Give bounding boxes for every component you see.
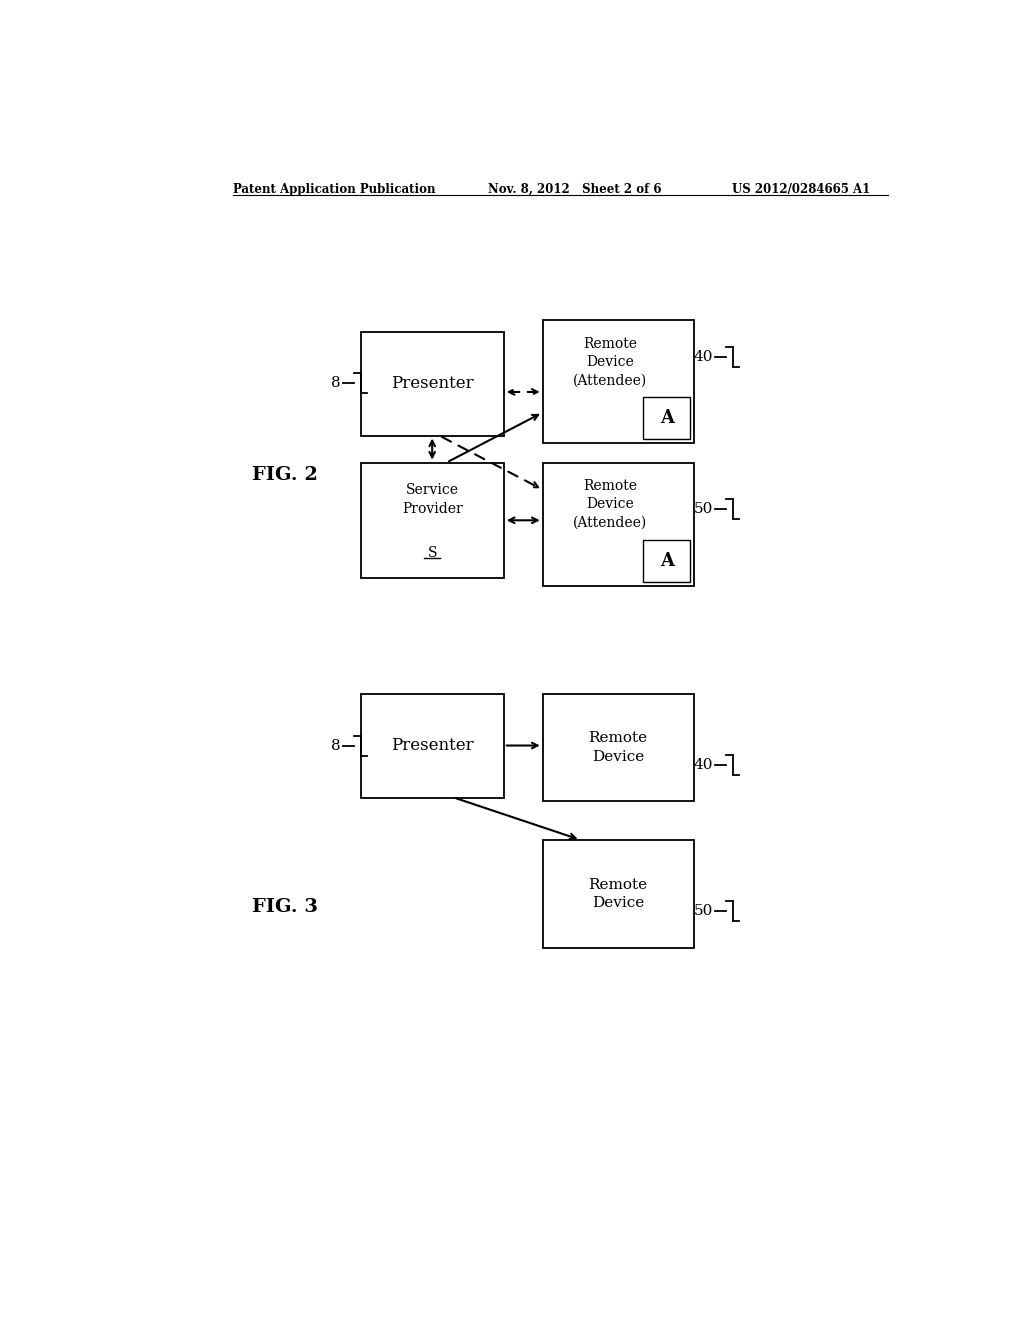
Bar xyxy=(543,693,693,801)
Text: Nov. 8, 2012   Sheet 2 of 6: Nov. 8, 2012 Sheet 2 of 6 xyxy=(488,183,662,197)
Text: FIG. 2: FIG. 2 xyxy=(252,466,317,484)
Text: Presenter: Presenter xyxy=(391,737,473,754)
Bar xyxy=(360,693,504,797)
Text: S: S xyxy=(427,545,437,560)
Bar xyxy=(543,321,693,444)
Text: US 2012/0284665 A1: US 2012/0284665 A1 xyxy=(732,183,870,197)
Text: FIG. 3: FIG. 3 xyxy=(252,898,318,916)
Bar xyxy=(360,462,504,578)
Text: 40: 40 xyxy=(693,758,713,772)
Text: Remote
Device: Remote Device xyxy=(589,878,648,909)
Text: 8: 8 xyxy=(332,376,341,391)
Text: Service
Provider: Service Provider xyxy=(401,483,463,516)
Bar xyxy=(360,331,504,436)
Bar xyxy=(643,540,690,582)
Text: Remote
Device
(Attendee): Remote Device (Attendee) xyxy=(573,479,647,529)
Bar xyxy=(543,462,693,586)
Text: Remote
Device
(Attendee): Remote Device (Attendee) xyxy=(573,337,647,387)
Text: 50: 50 xyxy=(693,502,713,516)
Text: 40: 40 xyxy=(693,350,713,364)
Text: A: A xyxy=(659,409,674,428)
Text: Patent Application Publication: Patent Application Publication xyxy=(232,183,435,197)
Bar xyxy=(543,840,693,948)
Bar xyxy=(643,397,690,440)
Text: 50: 50 xyxy=(693,904,713,919)
Text: 8: 8 xyxy=(332,739,341,752)
Text: Remote
Device: Remote Device xyxy=(589,731,648,764)
Text: Presenter: Presenter xyxy=(391,375,473,392)
Text: A: A xyxy=(659,552,674,570)
